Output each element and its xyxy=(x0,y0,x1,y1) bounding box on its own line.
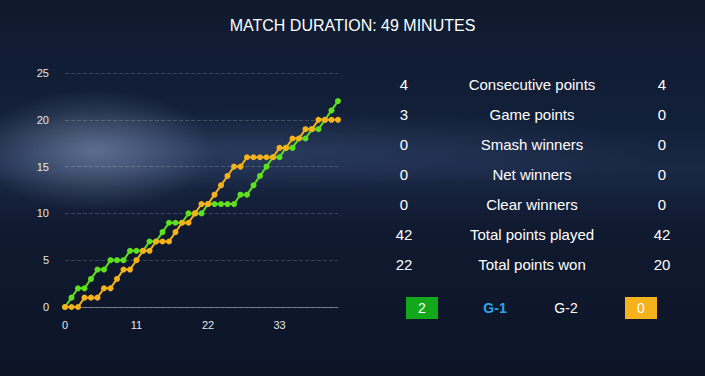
svg-text:33: 33 xyxy=(273,319,285,331)
html-text:0: 0 xyxy=(657,166,667,183)
html-text:0: 0 xyxy=(657,136,667,153)
html-text:20: 20 xyxy=(653,256,671,273)
html-text:Net winners: Net winners xyxy=(492,166,572,183)
svg-text:25: 25 xyxy=(37,67,49,79)
html-text:22: 22 xyxy=(395,256,413,273)
svg-text:11: 11 xyxy=(131,319,142,331)
html-text:Total points played: Total points played xyxy=(469,226,595,243)
html-text:42: 42 xyxy=(395,226,413,243)
html-text:0: 0 xyxy=(399,136,409,153)
svg-text:0: 0 xyxy=(43,301,49,313)
html-text:4: 4 xyxy=(399,76,409,93)
svg-text:MATCH DURATION: 49 MINUTES: MATCH DURATION: 49 MINUTES xyxy=(230,17,476,34)
html-text:Total points won: Total points won xyxy=(478,256,586,273)
html-text:G-1: G-1 xyxy=(483,300,507,316)
svg-text:0: 0 xyxy=(62,319,68,331)
html-text:0: 0 xyxy=(657,196,667,213)
html-text:42: 42 xyxy=(653,226,671,243)
svg-text:22: 22 xyxy=(202,319,214,331)
html-text:0: 0 xyxy=(637,300,645,316)
html-text:G-2: G-2 xyxy=(554,300,578,316)
html-text:Consecutive points: Consecutive points xyxy=(468,76,596,93)
html-text:Smash winners: Smash winners xyxy=(480,136,584,153)
svg-text:20: 20 xyxy=(37,114,49,126)
html-text:2: 2 xyxy=(418,300,426,316)
svg-text:10: 10 xyxy=(37,207,49,219)
html-text:0: 0 xyxy=(399,196,409,213)
html-text:4: 4 xyxy=(657,76,667,93)
html-text:Game points: Game points xyxy=(489,106,575,123)
html-text:3: 3 xyxy=(399,106,409,123)
html-text:0: 0 xyxy=(399,166,409,183)
svg-text:5: 5 xyxy=(43,254,49,266)
html-text:Clear winners: Clear winners xyxy=(486,196,578,213)
html-text:0: 0 xyxy=(657,106,667,123)
svg-text:15: 15 xyxy=(37,161,49,173)
